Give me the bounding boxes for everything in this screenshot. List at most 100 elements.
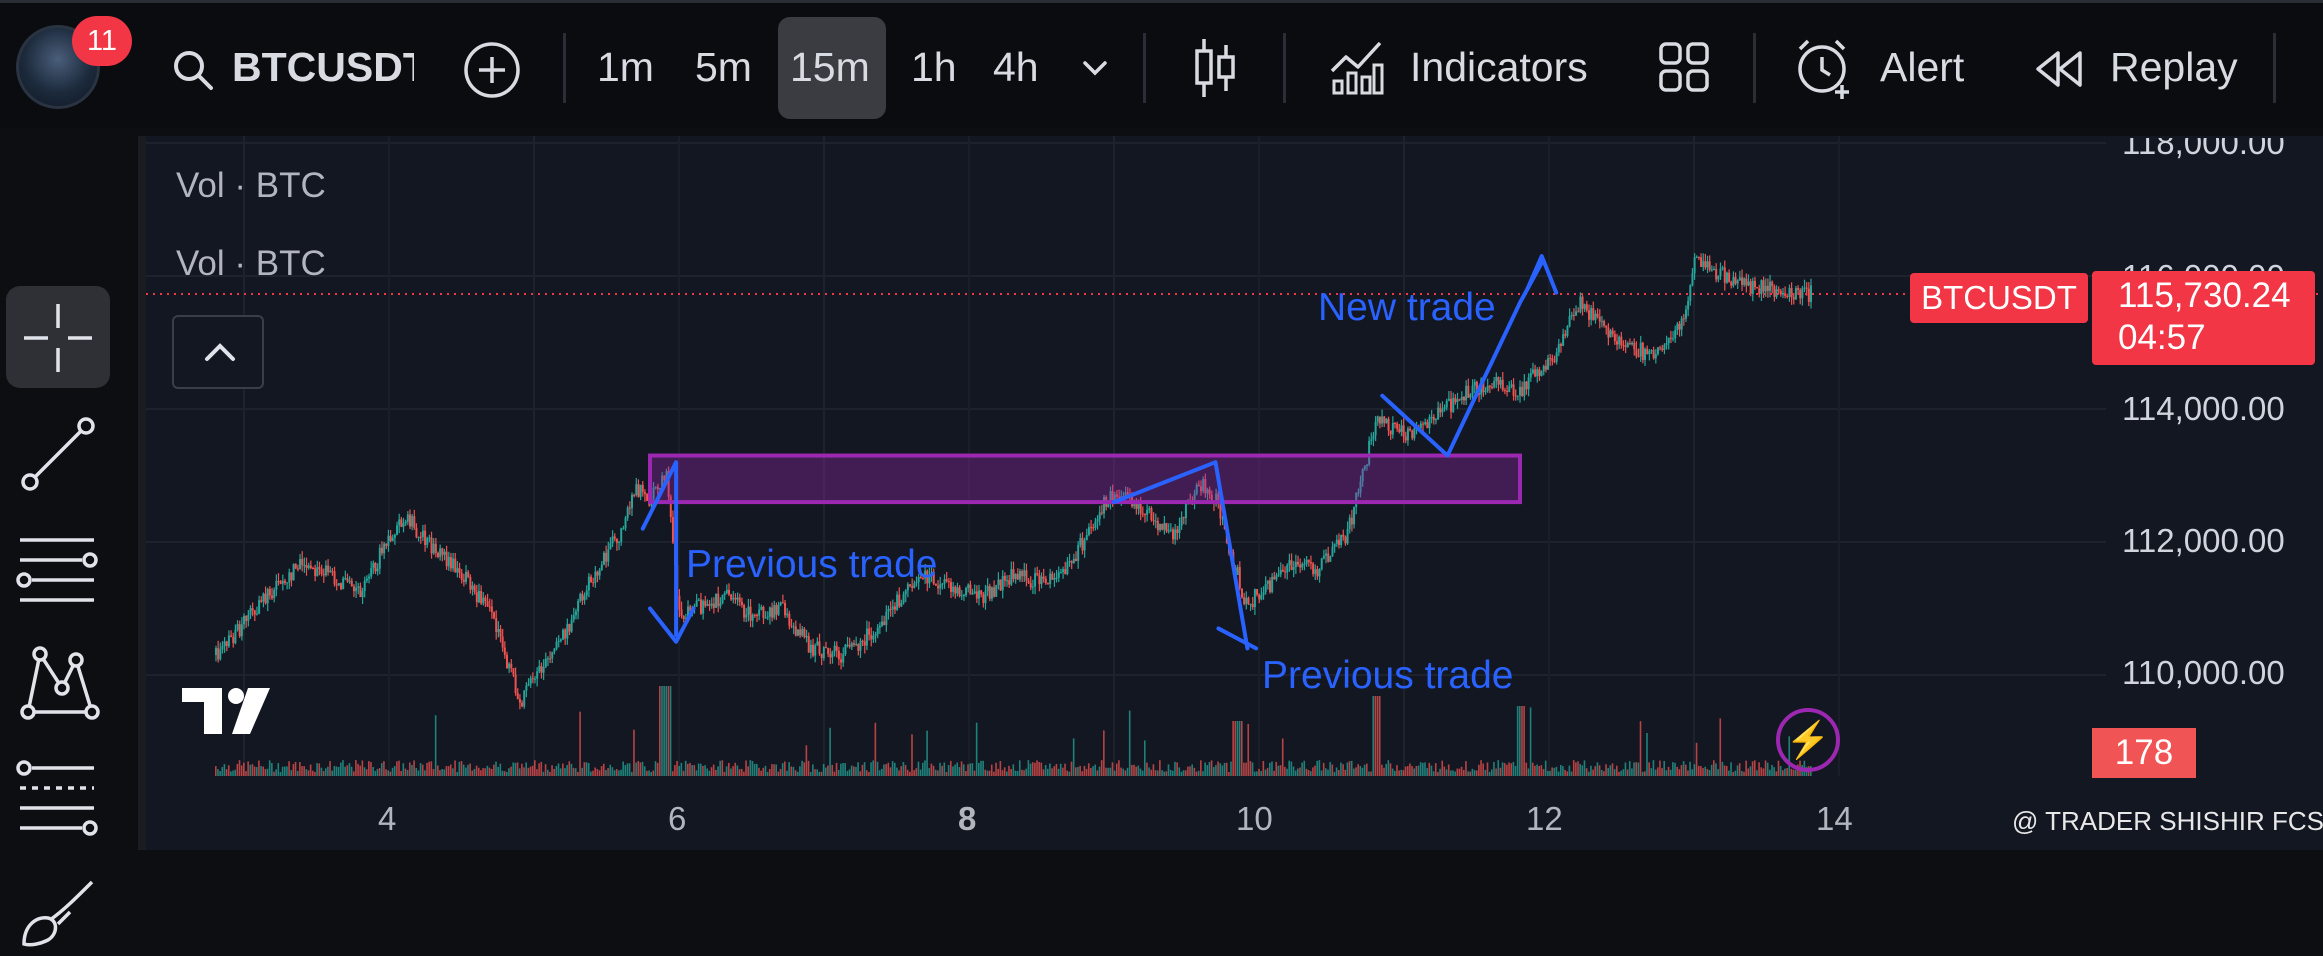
timeframe-15m[interactable]: 15m (790, 44, 870, 90)
candle-body (279, 581, 282, 584)
price-tick: 110,000.00 (2122, 654, 2285, 691)
timeframe-5m[interactable]: 5m (695, 44, 752, 90)
candle-body (1547, 358, 1550, 370)
candle-body (348, 580, 351, 582)
volume-bar (1484, 769, 1487, 776)
candle-body (1014, 573, 1017, 579)
trend-line-icon[interactable] (14, 410, 102, 498)
candle-body (1495, 376, 1498, 382)
candlestick-icon[interactable] (1190, 35, 1240, 101)
candle-body (1728, 272, 1731, 282)
candle-body (531, 678, 534, 680)
collapse-legend-button[interactable] (172, 315, 264, 389)
volume-bar (997, 768, 1000, 776)
candle-body (1087, 527, 1090, 535)
brush-icon[interactable] (14, 868, 102, 956)
candle-body (781, 602, 784, 604)
alert-button[interactable]: Alert (1880, 44, 1965, 90)
candle-body (1792, 297, 1795, 300)
candle-body (1023, 570, 1026, 577)
candle-body (1219, 501, 1222, 519)
candle-body (1536, 369, 1539, 377)
volume-bar (1529, 707, 1532, 776)
timeframe-1m[interactable]: 1m (597, 44, 654, 90)
candle-body (1598, 316, 1601, 322)
candle-body (592, 582, 595, 584)
volume-bar (1616, 765, 1618, 776)
volume-bar (829, 727, 831, 776)
volume-bar (1376, 696, 1379, 776)
candle-body (887, 608, 890, 612)
volume-bar (1413, 768, 1416, 776)
candle-body (273, 589, 276, 599)
timeframe-1h[interactable]: 1h (911, 44, 957, 90)
candle-body (1238, 567, 1241, 589)
volume-bar (1697, 765, 1700, 776)
volume-bar (1598, 765, 1601, 776)
fib-retracement-icon[interactable] (14, 754, 102, 842)
candle-body (930, 571, 933, 576)
indicators-button[interactable]: Indicators (1410, 44, 1588, 90)
candle-body (1469, 394, 1472, 398)
pattern-icon[interactable] (14, 640, 102, 728)
volume-bar (432, 769, 435, 776)
candle-body (969, 584, 972, 595)
volume-bar (1348, 761, 1351, 776)
lightning-icon[interactable]: ⚡ (1776, 708, 1840, 772)
volume-bar (462, 764, 465, 776)
volume-bar (1566, 771, 1569, 776)
candle-body (1460, 396, 1463, 401)
chevron-down-icon[interactable] (1080, 57, 1110, 79)
candle-body (318, 567, 321, 569)
volume-bar (1159, 760, 1161, 776)
candle-body (1534, 369, 1537, 377)
volume-bar (1432, 771, 1435, 776)
candle-body (320, 568, 323, 574)
grid-icon[interactable] (1658, 41, 1710, 93)
volume-bar (1652, 760, 1655, 776)
volume-bar (387, 770, 390, 776)
alarm-clock-icon[interactable] (1794, 37, 1856, 101)
volume-bar (891, 761, 894, 776)
plus-circle-icon[interactable] (462, 40, 522, 100)
search-icon[interactable] (170, 47, 216, 93)
candle-body (1462, 396, 1465, 401)
candle-body (449, 556, 452, 569)
volume-bar (859, 771, 862, 776)
volume-bar (1316, 760, 1319, 776)
candle-body (857, 643, 860, 651)
volume-bar (271, 763, 273, 776)
indicators-icon[interactable] (1328, 37, 1386, 97)
candle-body (1135, 501, 1138, 509)
candle-body (579, 593, 582, 601)
candle-body (1137, 503, 1140, 509)
volume-bar (1335, 767, 1338, 776)
volume-bar (1417, 765, 1420, 776)
candle-body (835, 645, 838, 651)
crosshair-tool[interactable] (6, 286, 110, 388)
candle-body (527, 683, 530, 686)
chart-area[interactable]: Vol · BTC Vol · BTC Previous trade Previ… (146, 136, 2323, 850)
candle-body (1624, 345, 1627, 347)
volume-bar (1568, 765, 1571, 776)
candle-body (1376, 416, 1379, 422)
volume-bar (473, 768, 476, 776)
volume-bar (1064, 763, 1066, 776)
candle-body (630, 494, 633, 509)
timeframe-4h[interactable]: 4h (993, 44, 1039, 90)
volume-bar (1510, 763, 1512, 776)
candle-body (523, 690, 526, 707)
candle-body (784, 602, 787, 616)
candle-body (1766, 285, 1769, 291)
horizontal-lines-icon[interactable] (14, 526, 102, 614)
volume-bar (691, 765, 693, 776)
candle-body (1253, 589, 1256, 608)
replay-button[interactable]: Replay (2110, 44, 2238, 90)
price-chart[interactable] (146, 136, 2323, 850)
symbol-search[interactable]: BTCUSDT (232, 44, 414, 90)
candle-body (1018, 571, 1021, 580)
volume-bar (1297, 768, 1299, 776)
rewind-icon[interactable] (2034, 49, 2084, 89)
volume-bar (335, 766, 338, 776)
volume-bar (542, 771, 545, 776)
